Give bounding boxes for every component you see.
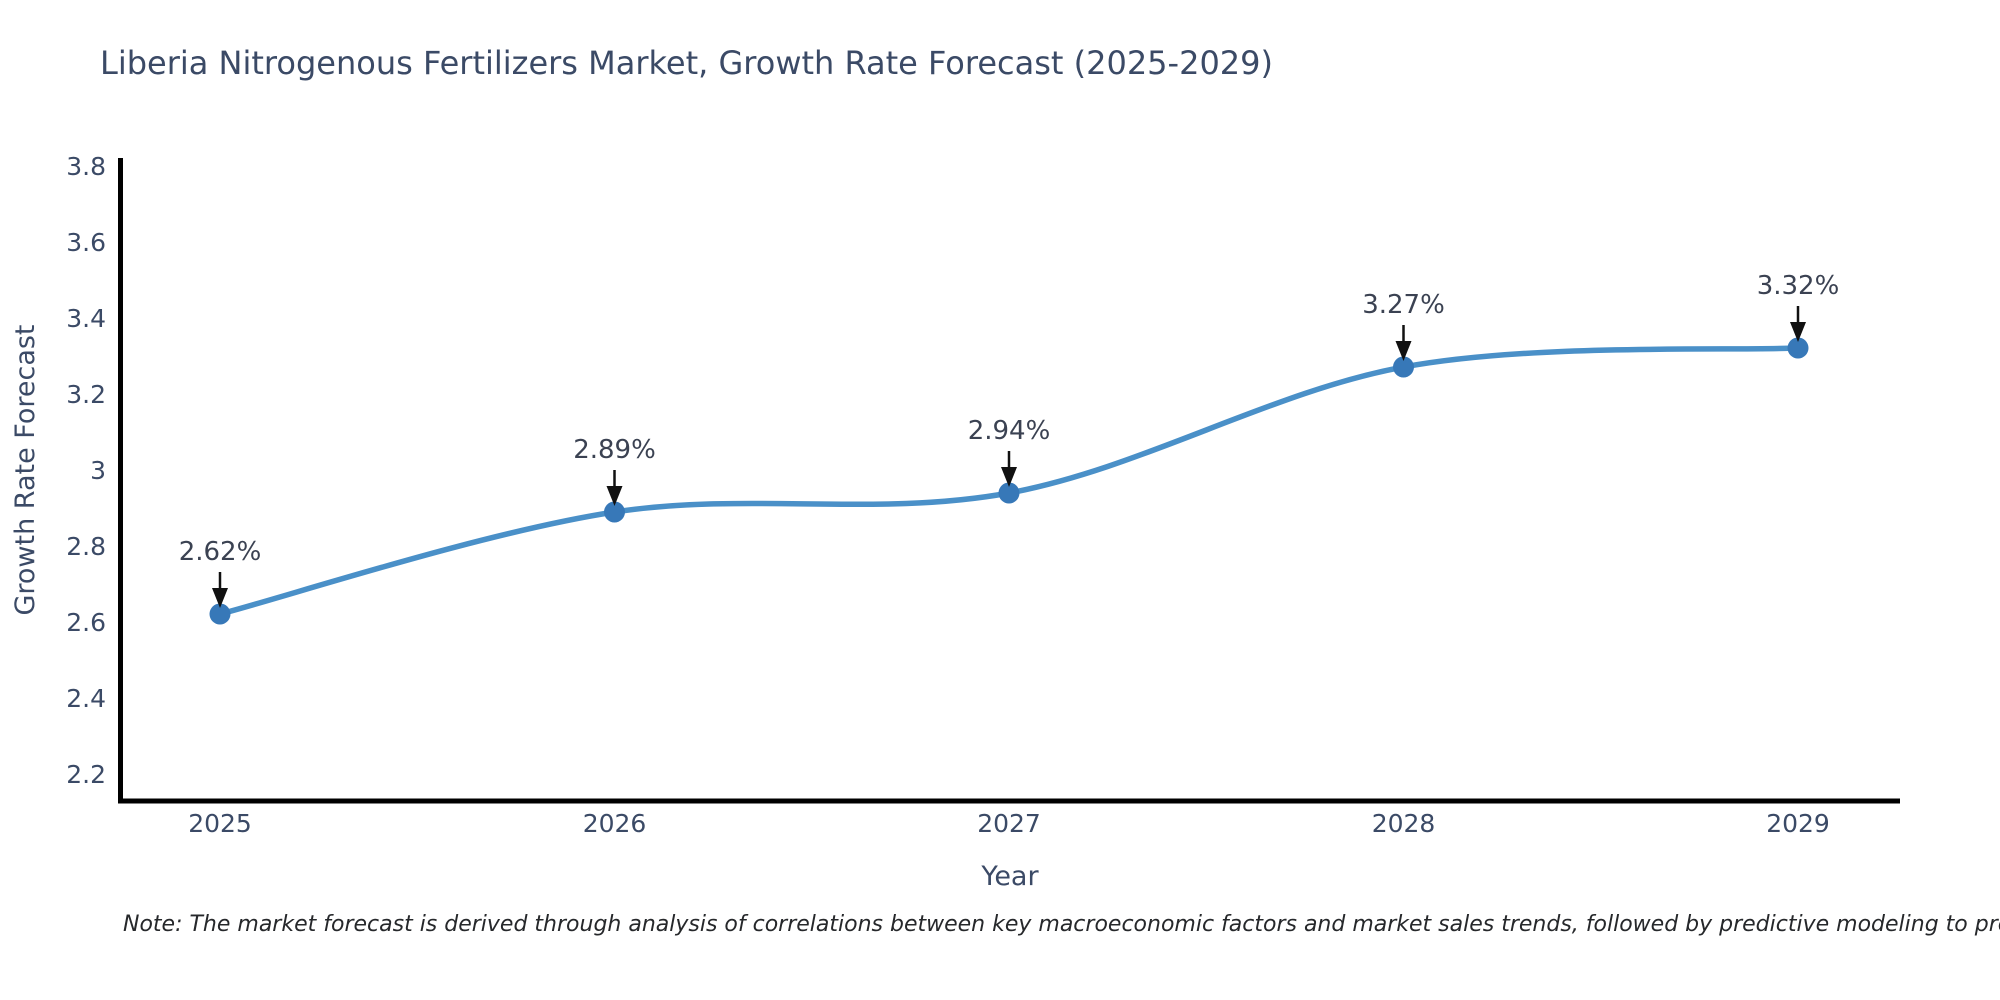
point-value-label: 2.89% [573, 435, 656, 465]
x-axis-ticks: 2025 2026 2027 2028 2029 [188, 809, 1830, 838]
y-tick-label: 3.4 [66, 304, 106, 333]
point-value-label: 3.27% [1362, 290, 1445, 320]
annotation-arrowhead [212, 588, 228, 608]
y-axis-title: Growth Rate Forecast [10, 324, 41, 615]
y-tick-label: 3.6 [66, 228, 106, 257]
data-point-2026[interactable] [604, 501, 625, 523]
x-tick-label: 2029 [1766, 809, 1830, 838]
data-point-2025[interactable] [209, 603, 231, 625]
x-tick-label: 2028 [1372, 809, 1436, 838]
annotation-arrowhead [1001, 467, 1017, 487]
chart-title: Liberia Nitrogenous Fertilizers Market, … [100, 44, 1273, 82]
point-value-label: 2.94% [968, 416, 1051, 446]
annotation-arrowhead [606, 486, 623, 506]
annotation-arrowhead [1395, 341, 1412, 361]
y-tick-label: 3.8 [66, 152, 106, 181]
footnote: Note: The market forecast is derived thr… [123, 912, 2000, 937]
y-axis-ticks: 2.2 2.4 2.6 2.8 3 3.2 3.4 3.6 3.8 [66, 152, 106, 789]
data-point-2028[interactable] [1393, 356, 1414, 378]
y-tick-label: 3.2 [66, 380, 106, 409]
y-tick-label: 2.6 [66, 608, 106, 637]
y-tick-label: 3 [90, 456, 106, 485]
y-tick-label: 2.2 [66, 760, 106, 789]
y-tick-label: 2.4 [66, 684, 106, 713]
data-point-2029[interactable] [1787, 337, 1809, 359]
annotation-arrowhead [1790, 322, 1806, 342]
x-axis-title: Year [980, 861, 1039, 892]
x-tick-label: 2026 [583, 809, 647, 838]
point-value-label: 3.32% [1757, 271, 1840, 301]
y-tick-label: 2.8 [66, 532, 106, 561]
point-annotations: 2.62% 2.89% 2.94% 3.27% 3.32% [179, 271, 1840, 608]
point-value-label: 2.62% [179, 537, 262, 567]
data-point-2027[interactable] [998, 482, 1020, 504]
x-tick-label: 2027 [977, 809, 1041, 838]
data-points [209, 337, 1809, 625]
x-tick-label: 2025 [188, 809, 252, 838]
